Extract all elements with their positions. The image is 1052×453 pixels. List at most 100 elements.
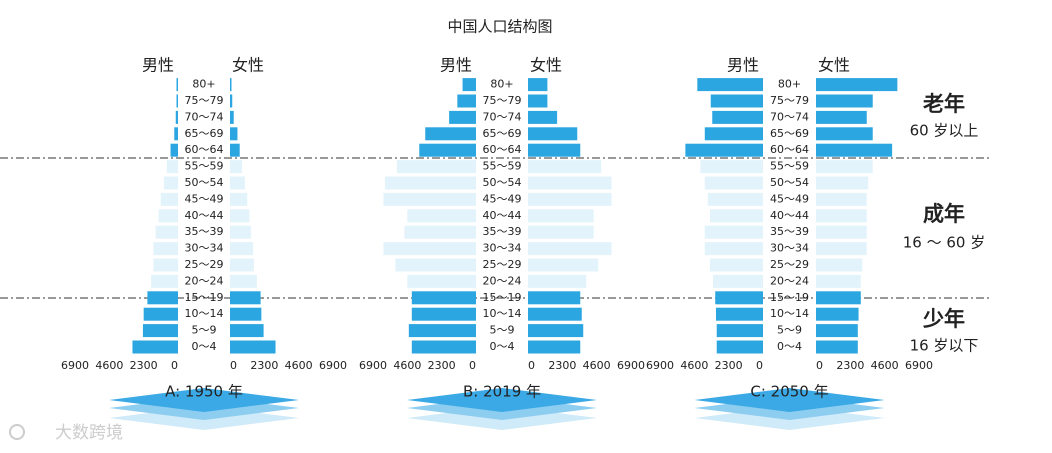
bar [697,78,763,92]
bar [176,94,178,108]
bar [462,78,476,92]
bar [528,258,599,272]
x-tick-label: 0 [469,359,476,372]
x-tick-label: 6900 [646,359,674,372]
bar [457,94,476,108]
bar [411,340,476,354]
category-label: 0～4 [490,340,515,353]
x-tick-label: 4600 [680,359,708,372]
bar [230,78,232,92]
bar [528,176,612,190]
bar [230,209,250,223]
bar [230,94,233,108]
category-label: 45～49 [185,192,224,205]
x-tick-label: 4600 [95,359,123,372]
bar [816,143,893,157]
category-label: 10～14 [483,307,522,320]
x-tick-label: 6900 [61,359,89,372]
bar [816,225,867,239]
legend-label: 女性 [818,56,850,75]
bar [710,94,763,108]
bar [230,160,242,174]
x-tick-label: 0 [756,359,763,372]
bar [528,340,581,354]
bar [816,94,873,108]
bar [230,258,254,272]
chart-label: B: 2019 年 [463,383,541,401]
x-tick-label: 2300 [836,359,864,372]
plate [407,388,597,412]
bar [704,225,763,239]
category-label: 5～9 [192,324,217,337]
bar [528,143,581,157]
category-label: 40～44 [770,209,809,222]
bar [528,160,602,174]
bar [528,78,548,92]
bar [704,127,763,141]
category-label: 50～54 [483,176,522,189]
category-label: 60～64 [185,143,224,156]
legend-label: 男性 [440,56,472,75]
category-label: 35～39 [185,225,224,238]
bar [384,176,476,190]
bar [816,242,867,256]
category-label: 15～19 [770,291,809,304]
bar [407,274,476,288]
x-tick-label: 2300 [548,359,576,372]
bar [230,242,254,256]
category-label: 60～64 [770,143,809,156]
chart-label: C: 2050 年 [750,383,828,401]
bar [155,225,178,239]
category-label: 5～9 [490,324,515,337]
category-label: 65～69 [770,127,809,140]
bar [230,110,234,124]
bar [395,258,476,272]
group-name: 成年 [923,202,965,226]
bar [151,274,178,288]
bar [707,192,763,206]
bar [411,307,476,321]
legend-label: 女性 [530,56,562,75]
group-name: 少年 [922,307,965,331]
x-tick-label: 2300 [428,359,456,372]
bar [170,143,178,157]
category-label: 45～49 [770,192,809,205]
x-tick-label: 2300 [250,359,278,372]
bar [449,110,476,124]
bar [816,274,861,288]
bar [230,291,261,305]
category-label: 35～39 [483,225,522,238]
bar [528,225,594,239]
bar [710,258,763,272]
bar [174,127,178,141]
category-label: 25～29 [185,258,224,271]
bar [143,307,178,321]
bar [816,307,859,321]
x-tick-label: 4600 [583,359,611,372]
bar [383,242,476,256]
bar [396,160,476,174]
x-tick-label: 0 [230,359,237,372]
bar [816,209,867,223]
category-label: 65～69 [483,127,522,140]
bar [816,258,863,272]
bar [404,225,476,239]
bar [158,209,178,223]
bar [716,340,763,354]
category-label: 65～69 [185,127,224,140]
x-tick-label: 0 [528,359,535,372]
category-label: 75～79 [770,94,809,107]
bar [160,192,178,206]
x-tick-label: 6900 [319,359,347,372]
watermark: 大数跨境 [55,423,123,443]
category-label: 30～34 [483,242,522,255]
bar [411,291,476,305]
category-label: 15～19 [185,291,224,304]
bar [816,176,869,190]
chart-label: A: 1950 年 [165,383,243,401]
x-tick-label: 6900 [905,359,933,372]
bar [712,274,763,288]
x-tick-label: 6900 [359,359,387,372]
bar [166,160,178,174]
